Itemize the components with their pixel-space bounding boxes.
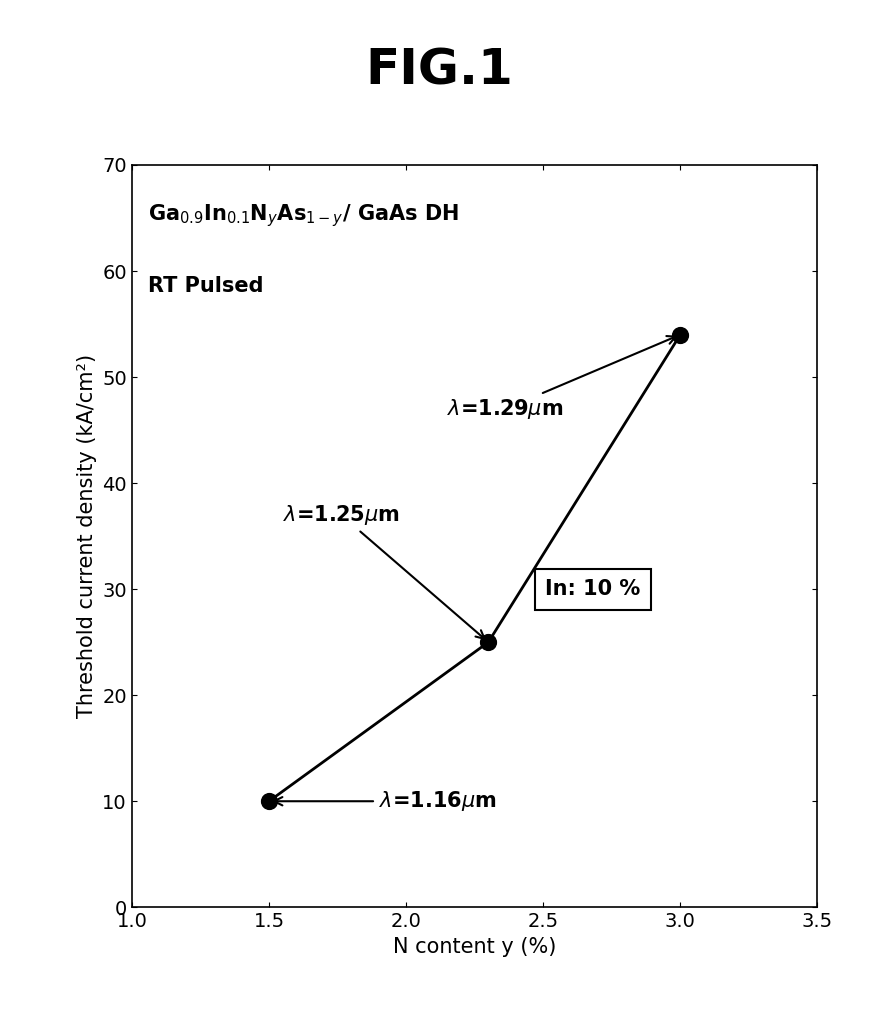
Y-axis label: Threshold current density (kA/cm²): Threshold current density (kA/cm²) [76,354,97,719]
Point [262,793,276,809]
Text: In: 10 %: In: 10 % [544,579,639,599]
X-axis label: N content y (%): N content y (%) [392,937,556,957]
Text: FIG.1: FIG.1 [365,46,513,95]
Text: Ga$_{0.9}$In$_{0.1}$N$_y$As$_{1-y}$/ GaAs DH: Ga$_{0.9}$In$_{0.1}$N$_y$As$_{1-y}$/ GaA… [148,202,458,229]
Text: $\lambda$=1.25$\mu$m: $\lambda$=1.25$\mu$m [283,503,484,639]
Point [673,327,687,343]
Text: $\lambda$=1.16$\mu$m: $\lambda$=1.16$\mu$m [274,790,496,813]
Text: RT Pulsed: RT Pulsed [148,276,263,296]
Text: $\lambda$=1.29$\mu$m: $\lambda$=1.29$\mu$m [447,336,675,421]
Point [481,634,495,651]
